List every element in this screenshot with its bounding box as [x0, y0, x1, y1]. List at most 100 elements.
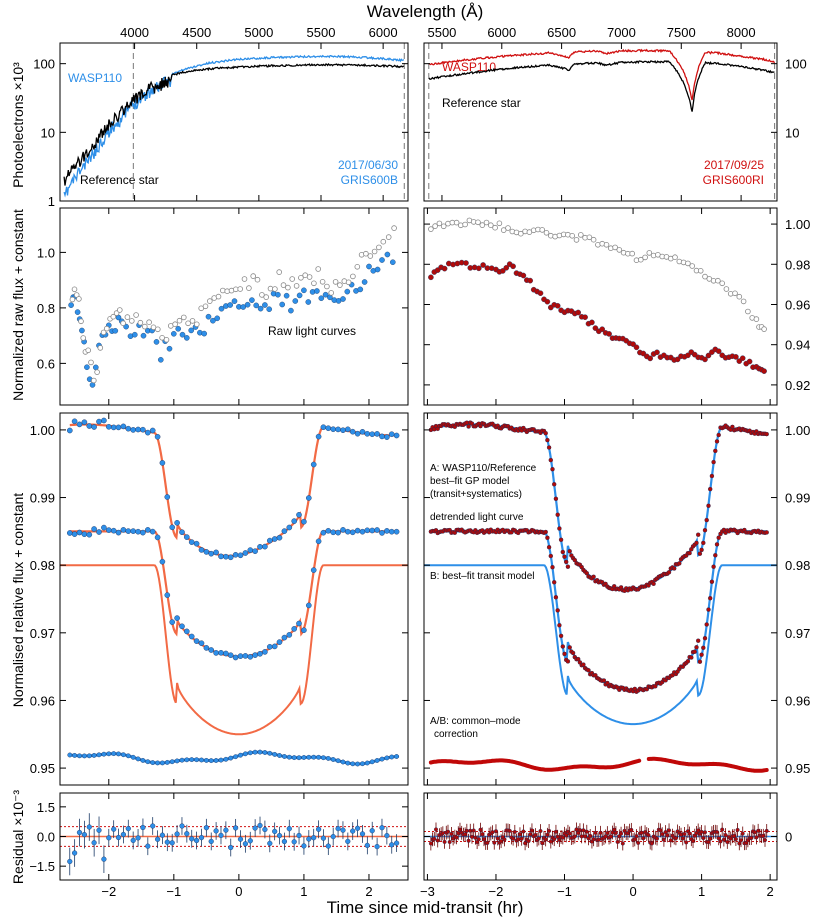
- lc-blue-common-mode-point: [82, 753, 87, 759]
- raw-blue-point-target: [183, 335, 190, 341]
- lc-red-ytick-label: 0.96: [785, 693, 810, 708]
- resid-red-point: [613, 831, 618, 836]
- raw-blue-point-target: [231, 298, 238, 304]
- resid-red-point: [655, 836, 660, 841]
- lc-blue-point-detrended: [354, 527, 361, 534]
- lc-blue-point-A: [71, 418, 78, 425]
- resid-blue-point: [130, 837, 136, 844]
- resid-red-point: [682, 832, 687, 837]
- lc-blue-detrended-model: [69, 530, 398, 658]
- lc-blue-common-mode-point: [374, 758, 380, 763]
- raw-red-point-reference: [543, 230, 550, 236]
- lc-blue-point-A: [320, 424, 327, 431]
- raw-red-point-reference: [573, 237, 580, 243]
- lc-blue-point-detrended: [203, 645, 210, 651]
- lc-blue-point-A: [208, 550, 214, 557]
- raw-red-ytick-label: 0.98: [785, 257, 810, 272]
- resid-red-point: [639, 830, 644, 835]
- lc-blue-point-A: [232, 552, 239, 558]
- lc-blue-point-detrended: [198, 640, 205, 647]
- lc-blue-common-mode-point: [394, 754, 399, 759]
- lc-blue-point-A: [349, 428, 356, 435]
- spectrum-red-xtick-label: 5500: [427, 25, 456, 40]
- raw-blue-point-reference: [280, 282, 287, 288]
- raw-red-point-target: [599, 326, 606, 333]
- resid-red-point: [456, 831, 461, 836]
- raw-blue-point-target: [379, 257, 385, 263]
- raw-red-point-target: [705, 352, 712, 359]
- resid-blue-point: [115, 834, 122, 841]
- lc-red-plot-area: [424, 420, 777, 773]
- raw-red-point-target: [702, 356, 708, 363]
- resid-red-point: [516, 837, 521, 842]
- lc-blue-point-A: [242, 550, 249, 556]
- lc-blue-point-A: [384, 434, 390, 440]
- lc-red-point-detrended: [567, 645, 572, 650]
- lc-red-point-A: [550, 467, 555, 472]
- resid-blue-point: [184, 831, 190, 837]
- resid-blue-point: [111, 826, 117, 832]
- spectrum-blue-xtick-label: 6000: [369, 25, 398, 40]
- raw-red-point-reference: [440, 223, 447, 230]
- lc-blue-transit-model-B: [60, 564, 408, 736]
- lc-blue-point-A: [125, 425, 132, 432]
- lc-blue-common-mode-point: [262, 750, 268, 755]
- lc-blue-point-detrended: [281, 634, 288, 641]
- raw-blue-point-reference: [78, 318, 84, 325]
- resid-red-point: [495, 836, 500, 841]
- lc-red-point-detrended: [543, 529, 548, 535]
- lc-red-point-A: [591, 574, 596, 579]
- resid-red-xtick-label: 2: [767, 884, 774, 899]
- raw-red-point-reference: [723, 286, 730, 292]
- lc-blue-point-A: [76, 421, 83, 428]
- lc-blue-ytick-label: 0.97: [30, 626, 55, 641]
- lc-blue-common-mode-point: [247, 750, 253, 756]
- raw-blue-point-reference: [324, 283, 330, 290]
- lc-blue-common-mode-point: [169, 759, 175, 765]
- spectrum-blue-series-reference: [63, 63, 405, 186]
- resid-red-point: [680, 836, 685, 841]
- resid-blue-point: [76, 829, 83, 836]
- lc-blue-point-detrended: [349, 529, 356, 536]
- lc-red-b-label: B: best–fit transit model: [430, 571, 535, 582]
- raw-blue-point-target: [188, 327, 194, 334]
- lc-blue-common-mode-point: [121, 752, 126, 758]
- resid-blue-point: [379, 825, 385, 831]
- lc-blue-point-detrended: [266, 644, 273, 650]
- lc-blue-point-detrended: [86, 531, 93, 538]
- raw-blue-point-target: [292, 298, 299, 304]
- resid-red-point: [619, 831, 624, 836]
- raw-blue-point-reference: [289, 276, 296, 282]
- lc-red-panel: 0.95 0.96 0.97 0.98 0.99 1.00: [423, 412, 810, 786]
- resid-red-point: [499, 839, 504, 844]
- raw-red-point-reference: [689, 263, 695, 269]
- raw-blue-point-target: [227, 302, 233, 308]
- raw-blue-point-reference: [237, 286, 244, 292]
- resid-blue-point: [384, 832, 390, 839]
- resid-blue-point: [281, 838, 288, 845]
- resid-blue-point: [120, 831, 127, 838]
- lc-blue-point-A: [344, 426, 351, 433]
- top-xlabel: Wavelength (Å): [367, 2, 484, 21]
- raw-blue-point-target: [340, 296, 346, 302]
- raw-blue-point-reference: [71, 286, 78, 293]
- raw-blue-point-target: [275, 291, 281, 298]
- spectrum-blue-frame: [59, 42, 409, 202]
- resid-red-point: [756, 828, 761, 833]
- raw-red-point-target: [633, 344, 640, 351]
- resid-blue-plot-area: [60, 813, 408, 876]
- raw-blue-point-reference: [215, 293, 222, 300]
- raw-blue-point-target: [249, 297, 255, 303]
- lc-blue-point-detrended: [291, 626, 298, 632]
- resid-red-point: [701, 836, 706, 841]
- raw-blue-point-reference: [363, 250, 369, 257]
- raw-blue-point-reference: [350, 273, 356, 280]
- raw-red-point-target: [647, 355, 654, 362]
- lc-blue-common-mode-point: [140, 758, 146, 763]
- raw-red-point-target: [739, 355, 746, 362]
- lc-red-point-A: [558, 537, 564, 542]
- lc-red-ab-label-1: A/B: common–mode: [430, 716, 521, 727]
- raw-blue-point-reference: [380, 238, 387, 245]
- lc-blue-point-A: [203, 549, 210, 555]
- resid-blue-point: [81, 831, 88, 838]
